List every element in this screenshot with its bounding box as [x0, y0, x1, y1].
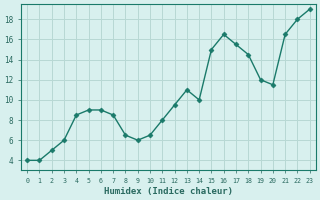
- X-axis label: Humidex (Indice chaleur): Humidex (Indice chaleur): [104, 187, 233, 196]
